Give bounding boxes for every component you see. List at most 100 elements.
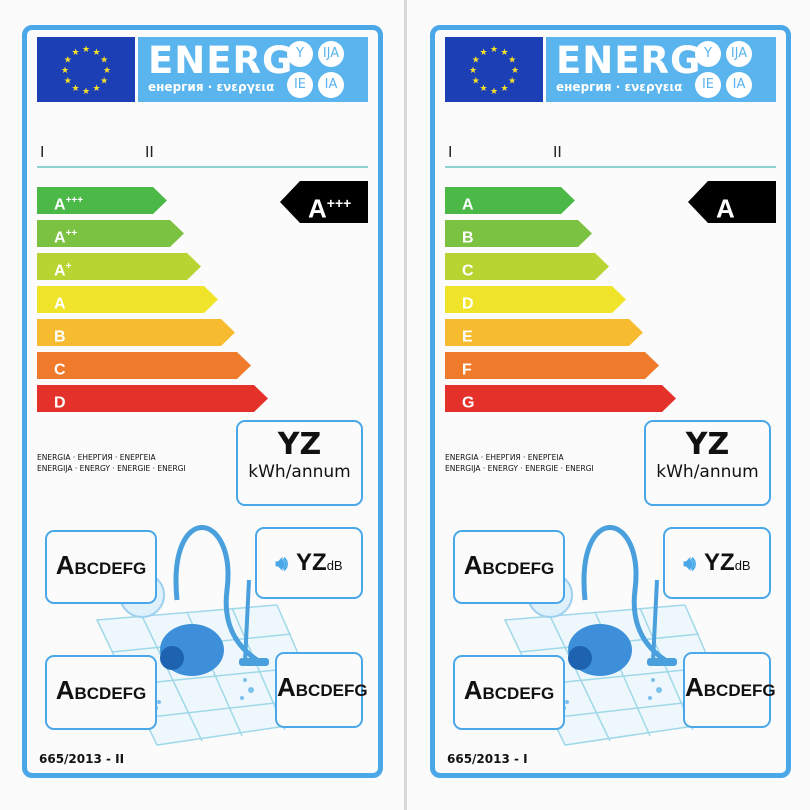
energy-subtitle: енергия · ενεργεια xyxy=(556,80,683,94)
carpet-class-first: A xyxy=(463,675,483,705)
energy-header: ENERG енергия · ενεργεια Y IJA IE IA xyxy=(546,37,776,102)
energy-header: ENERG енергия · ενεργεια Y IJA IE IA xyxy=(138,37,368,102)
speaker-icon: 🔊︎ xyxy=(275,553,289,575)
dust-emission-box: ABCDEFG xyxy=(45,530,157,604)
star-icon: ★ xyxy=(508,77,516,87)
vacuum-hose xyxy=(581,525,667,663)
star-icon: ★ xyxy=(472,77,480,87)
consumption-unit: kWh/annum xyxy=(248,462,351,482)
vacuum-body xyxy=(568,624,632,676)
eu-stars-icon: ★ ★★★★★★★★★★★ xyxy=(61,45,111,97)
dust-class-first: A xyxy=(463,550,483,580)
class-letter: D xyxy=(54,394,66,412)
energy-class-bar: C xyxy=(445,253,609,280)
noise-value: YZ xyxy=(704,549,735,576)
page-divider xyxy=(404,0,407,810)
energy-title: ENERG xyxy=(148,39,294,82)
eu-flag: ★ ★ ★ ★ ★ ★ ★ ★ ★ ★ ★ ★ xyxy=(445,37,543,102)
star-icon: ★ xyxy=(479,84,487,94)
energy-class-bar: D xyxy=(445,286,626,313)
star-icon: ★ xyxy=(508,56,516,66)
star-icon: ★ xyxy=(511,66,519,76)
regulation-number: 665/2013 - I xyxy=(447,752,528,766)
carpet-class-scale: ABCDEFG xyxy=(455,657,563,727)
star-icon: ★ xyxy=(71,48,79,58)
carpet-class-rest: BCDEFG xyxy=(482,684,555,703)
vacuum-wheel xyxy=(160,646,184,670)
header-rule xyxy=(445,166,776,168)
dust-class-rest: BCDEFG xyxy=(482,559,555,578)
energy-label: ★ ★ ★ ★ ★ ★ ★ ★ ★ ★ ★ ★ ENERG енергия · ενεργεια Y IJA I… xyxy=(22,25,383,778)
dust-emission-box: ABCDEFG xyxy=(453,530,565,604)
hard-floor-class-scale: ABCDEFG xyxy=(277,654,368,724)
rating-letter: A xyxy=(308,193,327,224)
hard-floor-class-box: ABCDEFG xyxy=(275,652,368,728)
rating-arrow: A+++ xyxy=(280,181,368,223)
noise-value-row: 🔊︎ YZdB xyxy=(257,549,361,577)
star-icon: ★ xyxy=(472,56,480,66)
energy-class-bar: A++ xyxy=(37,220,184,247)
language-suffix: IJA xyxy=(318,41,344,67)
consumption-unit: kWh/annum xyxy=(656,462,759,482)
energy-class-bar: A xyxy=(37,286,218,313)
energy-words-line: ENERGIJA · ENERGY · ENERGIE · ENERGI xyxy=(37,464,186,473)
consumption-box: YZ kWh/annum xyxy=(644,420,771,506)
star-icon: ★ xyxy=(100,77,108,87)
energy-title: ENERG xyxy=(556,39,702,82)
carpet-class-box: ABCDEFG xyxy=(45,655,157,730)
star-icon: ★ xyxy=(469,66,477,76)
energy-words: ENERGIA · ЕНЕРГИЯ · ΕΝΕΡΓΕΙΑ ENERGIJA · E… xyxy=(445,452,594,474)
star-icon: ★ xyxy=(479,48,487,58)
energy-words-line: ENERGIJA · ENERGY · ENERGIE · ENERGI xyxy=(445,464,594,473)
star-icon: ★ xyxy=(500,48,508,58)
class-letter: F xyxy=(462,361,472,379)
star-icon: ★ xyxy=(500,84,508,94)
language-suffix: IA xyxy=(726,72,752,98)
hard-floor-class-box: ABCDEFG xyxy=(683,652,776,728)
energy-label: ★ ★ ★ ★ ★ ★ ★ ★ ★ ★ ★ ★ ENERG енергия · ενεργεια Y IJA I… xyxy=(430,25,791,778)
energy-class-bar: D xyxy=(37,385,268,412)
hard-floor-class-first: A xyxy=(685,672,704,702)
consumption-value: YZ xyxy=(277,427,322,462)
star-icon: ★ xyxy=(92,84,100,94)
vacuum-wand xyxy=(651,579,659,663)
noise-box: 🔊︎ YZdB xyxy=(663,527,771,599)
eu-flag: ★ ★ ★ ★ ★ ★ ★ ★ ★ ★ ★ ★ xyxy=(37,37,135,102)
star-icon: ★ xyxy=(490,45,498,55)
star-icon: ★ xyxy=(103,66,111,76)
star-icon: ★ xyxy=(71,84,79,94)
vacuum-hose xyxy=(173,525,259,663)
language-suffix: IE xyxy=(287,72,313,98)
dust-particles xyxy=(149,678,254,711)
language-suffix: IA xyxy=(318,72,344,98)
class-letter: A xyxy=(54,229,66,247)
carpet-class-rest: BCDEFG xyxy=(74,684,147,703)
consumption-box: YZ kWh/annum xyxy=(236,420,363,506)
carpet-class-scale: ABCDEFG xyxy=(47,657,155,727)
consumption-value: YZ xyxy=(685,427,730,462)
class-letter: B xyxy=(54,328,66,346)
star-icon: ★ xyxy=(82,87,90,97)
vacuum-body xyxy=(160,624,224,676)
vacuum-wheel xyxy=(568,646,592,670)
noise-value-row: 🔊︎ YZdB xyxy=(665,549,769,577)
class-letter: C xyxy=(462,262,474,280)
language-suffix: IJA xyxy=(726,41,752,67)
rating-letter: A xyxy=(716,193,735,224)
class-letter: B xyxy=(462,229,474,247)
energy-words-line: ENERGIA · ЕНЕРГИЯ · ΕΝΕΡΓΕΙΑ xyxy=(445,453,564,462)
vacuum-wand xyxy=(243,579,251,663)
energy-words: ENERGIA · ЕНЕРГИЯ · ΕΝΕΡΓΕΙΑ ENERGIJA · E… xyxy=(37,452,186,474)
class-letter: G xyxy=(462,394,475,412)
vacuum-nozzle xyxy=(239,658,269,666)
class-plus: ++ xyxy=(65,228,78,239)
model-identifier: II xyxy=(145,143,154,161)
star-icon: ★ xyxy=(92,48,100,58)
language-suffix: IE xyxy=(695,72,721,98)
language-suffix: Y xyxy=(695,41,721,67)
energy-class-bar: A xyxy=(445,187,575,214)
carpet-class-first: A xyxy=(55,675,75,705)
star-icon: ★ xyxy=(64,77,72,87)
energy-class-bar: A+++ xyxy=(37,187,167,214)
regulation-number: 665/2013 - II xyxy=(39,752,125,766)
